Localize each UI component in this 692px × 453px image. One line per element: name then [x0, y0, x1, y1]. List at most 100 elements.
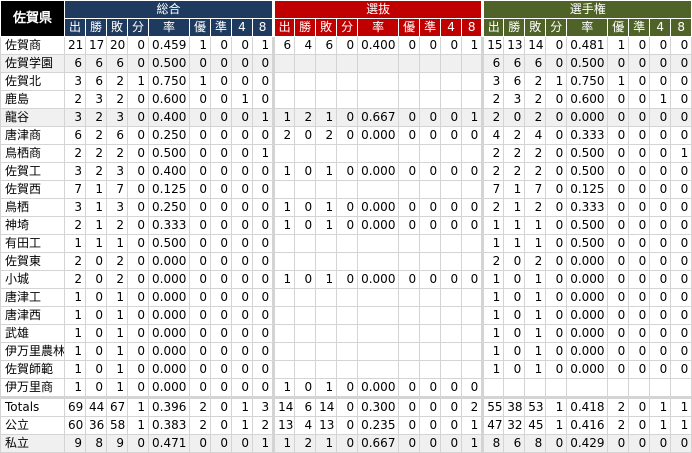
stat-cell: 1 — [649, 396, 672, 417]
stat-cell: 3 — [106, 162, 128, 181]
stat-cell — [272, 144, 296, 163]
stat-cell: 0 — [231, 180, 253, 199]
stat-cell: 0 — [607, 306, 630, 325]
stat-cell: 1 — [106, 378, 128, 398]
stat-cell: 0.250 — [148, 126, 190, 145]
stat-cell: 0 — [231, 36, 253, 55]
stat-cell — [419, 252, 442, 271]
stat-cell: 0.000 — [566, 342, 609, 361]
stat-cell — [481, 378, 505, 398]
stat-cell: 3 — [64, 198, 86, 217]
stat-cell — [336, 180, 359, 199]
stat-cell: 0 — [628, 288, 651, 307]
stat-cell: 0 — [670, 108, 692, 127]
stat-cell: 0 — [628, 216, 651, 235]
stat-cell: 0 — [503, 342, 526, 361]
stat-cell — [461, 342, 484, 361]
stat-cell: 0 — [210, 252, 232, 271]
stat-cell: 0 — [294, 216, 317, 235]
stat-cell: 0 — [398, 396, 421, 417]
stat-cell: 0 — [440, 36, 463, 55]
stat-cell: 1 — [106, 306, 128, 325]
stat-cell: 0 — [127, 216, 149, 235]
stat-cell: 2 — [64, 216, 86, 235]
stat-cell: 1 — [670, 416, 692, 435]
stat-cell: 0 — [670, 342, 692, 361]
stat-cell: 0 — [419, 36, 442, 55]
stat-cell: 0.000 — [148, 270, 190, 289]
stat-cell: 0.471 — [148, 434, 190, 453]
table-row: 唐津商 6 2 6 0 0.250 0 0 0 0 2 0 2 0 0.000 0 0 0 0 4 2 4 0 0.333 0 0… — [0, 126, 692, 145]
stat-cell — [336, 306, 359, 325]
stat-cell: 1 — [503, 216, 526, 235]
stat-cell: 1 — [524, 324, 547, 343]
stat-cell: 0.000 — [357, 270, 400, 289]
stat-cell: 0.000 — [148, 288, 190, 307]
column-header: 分 — [545, 18, 568, 37]
stat-cell: 0 — [628, 90, 651, 109]
stat-cell: 1 — [545, 416, 568, 435]
stat-cell: 0 — [210, 396, 232, 417]
stat-cell: 0 — [670, 72, 692, 91]
stat-cell — [461, 54, 484, 73]
stat-cell: 0.429 — [566, 434, 609, 453]
stat-cell: 0 — [336, 434, 359, 453]
stat-cell: 0 — [607, 144, 630, 163]
stat-cell — [398, 324, 421, 343]
stat-cell: 2 — [481, 144, 505, 163]
stat-cell: 0 — [670, 270, 692, 289]
stat-cell: 2 — [189, 396, 211, 417]
stat-cell: 2 — [189, 416, 211, 435]
stat-cell: 1 — [481, 216, 505, 235]
school-name: 公立 — [0, 416, 65, 435]
stat-cell — [566, 378, 609, 398]
stat-cell: 9 — [106, 434, 128, 453]
stat-cell: 0 — [127, 144, 149, 163]
stat-cell: 2 — [524, 90, 547, 109]
stat-cell: 45 — [524, 416, 547, 435]
stat-cell — [419, 360, 442, 379]
stat-cell — [357, 360, 400, 379]
stat-cell: 0.000 — [148, 342, 190, 361]
stat-cell: 1 — [524, 306, 547, 325]
stat-cell: 0 — [210, 360, 232, 379]
stat-cell: 0 — [419, 270, 442, 289]
stat-cell: 1 — [481, 234, 505, 253]
stat-cell: 0 — [398, 36, 421, 55]
stat-cell — [272, 252, 296, 271]
stat-cell: 0 — [85, 288, 107, 307]
school-name: 佐賀北 — [0, 72, 65, 91]
stat-cell: 1 — [251, 144, 275, 163]
column-header: 敗 — [106, 18, 128, 37]
stat-cell: 0 — [440, 416, 463, 435]
stat-cell: 0 — [628, 324, 651, 343]
stat-cell: 0 — [607, 288, 630, 307]
stat-cell: 0 — [670, 360, 692, 379]
stat-cell — [294, 342, 317, 361]
stat-cell: 7 — [524, 180, 547, 199]
school-name: 有田工 — [0, 234, 65, 253]
stat-cell: 0 — [210, 72, 232, 91]
stat-cell: 0.459 — [148, 36, 190, 55]
stat-cell: 0 — [440, 162, 463, 181]
stat-cell: 0 — [398, 162, 421, 181]
stat-cell: 6 — [294, 396, 317, 417]
stat-cell: 0 — [251, 360, 275, 379]
stat-cell: 0 — [649, 54, 672, 73]
stat-cell: 0 — [127, 378, 149, 398]
stat-cell: 0 — [231, 378, 253, 398]
stat-cell: 0.000 — [148, 324, 190, 343]
stat-cell: 21 — [64, 36, 86, 55]
stat-cell: 0 — [294, 126, 317, 145]
stat-cell — [398, 180, 421, 199]
stat-cell: 1 — [106, 360, 128, 379]
stat-cell: 0.000 — [357, 198, 400, 217]
stat-cell: 1 — [272, 108, 296, 127]
stat-cell: 0.333 — [148, 216, 190, 235]
stat-cell: 0.396 — [148, 396, 190, 417]
stat-cell: 60 — [64, 416, 86, 435]
stat-cell: 0 — [398, 416, 421, 435]
stat-cell — [503, 378, 526, 398]
stat-cell: 0 — [127, 434, 149, 453]
stat-cell: 1 — [524, 234, 547, 253]
